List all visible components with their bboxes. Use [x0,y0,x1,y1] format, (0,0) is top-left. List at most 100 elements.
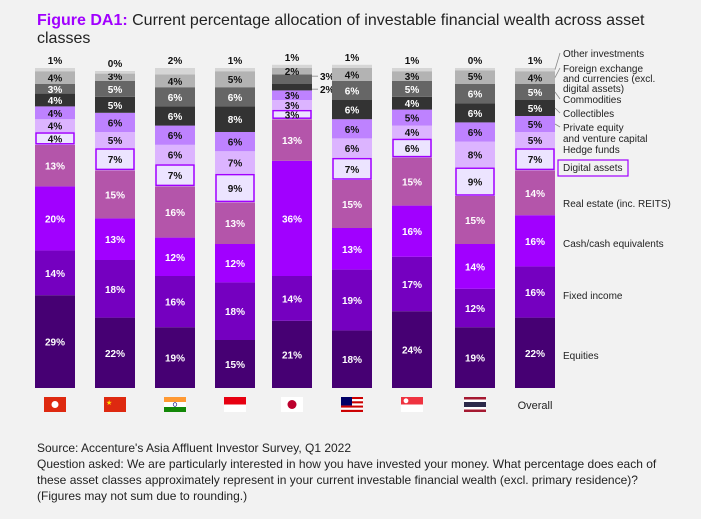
data-label: 15% [105,190,125,201]
segment-foreign [95,71,135,81]
data-label: 1% [285,53,300,64]
overall-label: Overall [518,400,553,412]
digital-assets-highlight [455,167,495,196]
data-label: 15% [465,216,485,227]
legend-other: Other investments [554,49,644,70]
data-label: 6% [405,144,420,155]
legend-fixed: Fixed income [563,291,623,302]
legend-equities: Equities [563,351,599,362]
segment-other [392,68,432,72]
segment-equities [35,295,75,388]
data-label: 6% [345,86,360,97]
data-label: 18% [105,285,125,296]
segment-private [332,119,372,139]
segment-fixed [272,276,312,321]
svg-text:Commodities: Commodities [563,95,621,106]
legend-collectibles: Collectibles [554,107,614,120]
data-label: 1% [345,53,360,64]
segment-foreign [215,71,255,88]
segment-real [215,202,255,244]
segment-equities [272,320,312,388]
svg-text:Equities: Equities [563,351,599,362]
data-label: 6% [168,112,183,123]
segment-fixed [215,282,255,340]
bar-thailand: 19% 12% 14% 15% 9% 8% 6% 6% 6% 5% 0% [455,56,495,388]
segment-other [515,68,555,72]
data-label: 6% [345,144,360,155]
data-label: 1% [405,56,420,67]
segment-collectibles [515,100,555,116]
segment-real [272,119,312,161]
segment-private [155,125,195,145]
segment-commodities [215,87,255,107]
data-label: 16% [525,288,545,299]
data-label: 19% [165,354,185,365]
segment-cashcash [155,237,195,276]
data-label: 19% [465,354,485,365]
segment-commodities [455,84,495,104]
digital-assets-highlight [35,132,75,145]
svg-text:Foreign exchange: Foreign exchange [563,64,643,75]
data-label: 6% [345,106,360,117]
digital-assets-highlight [332,157,372,180]
bar-japan: 21%14%36%13%3%3%3%2%3%2%1% [272,53,335,388]
flag-thailand-icon [464,397,486,412]
data-label: 7% [228,158,243,169]
bar-overall: 22% 16% 16% 14% 7% 5% 5% 5% 5% 4% 1% [515,56,555,388]
data-label: 1% [528,56,543,67]
data-label: 16% [525,237,545,248]
segment-equities [455,327,495,388]
digital-assets-highlight [155,164,195,187]
data-label: 3% [48,85,63,96]
segment-real [515,170,555,216]
data-label: 8% [468,150,483,161]
data-label: 4% [48,109,63,120]
data-label: 12% [165,253,185,264]
svg-text:★: ★ [106,399,112,407]
svg-text:Hedge funds: Hedge funds [563,145,620,156]
segment-digital [272,109,312,120]
segment-foreign [332,68,372,81]
segment-real [455,196,495,244]
data-label: 5% [528,120,543,131]
data-label: 6% [108,118,123,129]
data-label: 5% [108,136,123,147]
segment-other [455,68,495,71]
segment-real [392,157,432,206]
digital-assets-highlight [215,173,255,203]
data-label: 4% [168,77,183,88]
data-label: 3% [285,91,300,102]
segment-digital [455,167,495,196]
flag-singapore-icon [401,397,423,412]
data-label: 13% [45,162,65,173]
data-label: 16% [402,227,422,238]
segment-digital [35,132,75,145]
data-label: 6% [345,125,360,136]
flag-malaysia-icon [341,397,363,412]
segment-commodities [272,74,312,84]
segment-digital [95,148,135,171]
data-label: 14% [282,294,302,305]
bar-hong-kong: 29%14%20%13%4%4%4%4%3%4%1% [35,56,75,388]
segment-equities [95,317,135,388]
data-label: 5% [228,75,243,86]
legend-hedge: Hedge funds [563,145,620,156]
data-label: 6% [468,90,483,101]
note-text: (Figures may not sum due to rounding.) [37,489,248,503]
digital-assets-highlight [272,109,312,119]
segment-hedge [155,144,195,164]
segment-equities [332,330,372,388]
data-label: 4% [48,96,63,107]
bar-china: 22% 18% 13% 15% 7% 5% 6% 5% 5% 3% 0% [95,59,135,388]
flag-india-icon [164,397,186,412]
segment-cashcash [95,218,135,260]
segment-private [272,90,312,100]
segment-other [215,68,255,72]
segment-real [332,180,372,228]
segment-real [155,186,195,238]
data-label: 12% [225,259,245,270]
data-label: 4% [405,128,420,139]
digital-assets-highlight [95,148,135,171]
segment-commodities [515,84,555,100]
